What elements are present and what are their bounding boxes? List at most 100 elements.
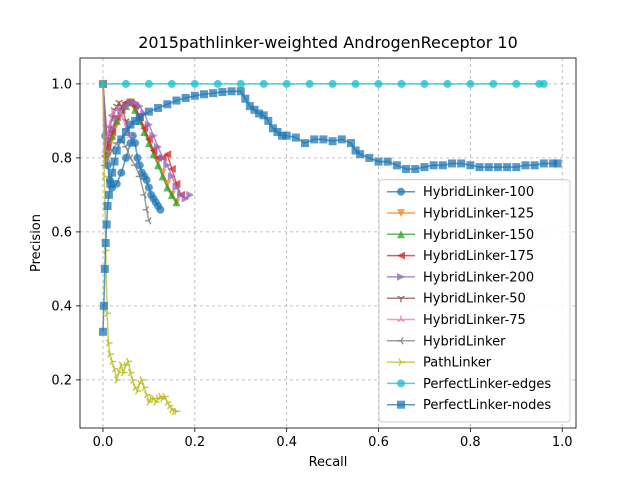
legend-label: PathLinker: [423, 356, 492, 371]
data-point: [420, 79, 429, 88]
data-point: [319, 135, 328, 144]
x-tick-label: 0.2: [184, 435, 205, 450]
data-point: [365, 153, 374, 162]
data-point: [278, 131, 287, 140]
data-point: [236, 87, 245, 96]
data-point: [142, 176, 151, 185]
data-point: [457, 159, 466, 168]
data-point: [493, 163, 502, 172]
legend-item: HybridLinker-75: [387, 313, 526, 328]
data-point: [209, 89, 218, 98]
data-point: [117, 109, 126, 117]
data-point: [241, 94, 250, 103]
data-point: [102, 220, 111, 229]
data-point: [163, 183, 172, 192]
data-point: [144, 120, 153, 129]
data-point: [126, 154, 134, 162]
data-point: [130, 376, 137, 384]
data-point: [429, 161, 438, 170]
series-perfectlinker-nodes: [98, 87, 562, 336]
data-point: [383, 157, 392, 166]
x-tick-label: 0.4: [276, 435, 297, 450]
data-point: [553, 159, 562, 168]
data-point: [135, 102, 144, 111]
data-point: [167, 190, 176, 199]
data-point: [282, 79, 291, 88]
data-point: [126, 120, 135, 129]
legend-item: HybridLinker: [387, 334, 506, 349]
data-point: [173, 407, 181, 416]
data-point: [282, 131, 291, 140]
legend-swatch-marker: [397, 251, 405, 260]
data-point: [149, 131, 158, 140]
data-point: [117, 103, 126, 111]
data-point: [346, 139, 355, 148]
data-point: [112, 105, 121, 113]
data-point: [374, 157, 383, 166]
legend-label: HybridLinker-50: [423, 292, 526, 307]
data-point: [273, 128, 282, 136]
data-point: [530, 161, 539, 170]
x-axis-label: Recall: [309, 455, 348, 470]
axis-ticks: 0.0 0.2 0.4 0.6 0.8 1.0 0.2 0.4 0.6 0.8 1.0: [51, 77, 572, 450]
y-axis-label: Precision: [29, 214, 44, 272]
data-point: [549, 159, 558, 168]
axes-frame: [79, 57, 577, 429]
legend-swatch-marker: [397, 336, 404, 345]
legend-label: PerfectLinker-edges: [423, 377, 551, 392]
data-point: [521, 161, 530, 170]
data-point: [150, 394, 158, 403]
legend-swatch-marker: [397, 187, 405, 196]
data-point: [166, 401, 174, 410]
data-point: [131, 161, 138, 170]
data-point: [117, 168, 126, 177]
data-point: [466, 79, 475, 88]
data-point: [489, 79, 498, 88]
y-tick-label: 1.0: [51, 77, 72, 92]
data-point: [356, 150, 365, 159]
legend-swatch-marker: [397, 209, 405, 217]
data-point: [158, 172, 167, 181]
data-point: [135, 172, 143, 181]
data-point: [236, 79, 245, 88]
data-point: [106, 179, 115, 188]
data-point: [101, 239, 110, 247]
legend-swatch-marker: [397, 400, 405, 409]
data-point: [142, 205, 150, 214]
legend-label: PerfectLinker-nodes: [423, 398, 551, 413]
legend-item: HybridLinker-150: [387, 228, 534, 243]
data-point: [200, 90, 208, 99]
data-point: [245, 102, 254, 111]
data-point: [259, 111, 268, 120]
data-point: [103, 202, 112, 210]
data-point: [121, 153, 130, 162]
data-point: [144, 183, 153, 192]
data-point: [144, 216, 152, 225]
data-point: [100, 264, 109, 273]
data-point: [140, 191, 147, 199]
legend-item: HybridLinker-125: [387, 207, 534, 222]
data-point: [172, 179, 181, 188]
data-point: [167, 79, 176, 88]
data-point: [146, 398, 153, 406]
data-point: [154, 142, 163, 151]
legend-swatch-marker: [397, 230, 405, 239]
data-point: [149, 150, 158, 159]
data-point: [259, 79, 268, 88]
data-point: [127, 368, 135, 377]
data-point: [438, 161, 447, 170]
data-point: [101, 172, 109, 181]
data-point: [99, 301, 108, 310]
data-point: [411, 165, 420, 173]
data-point: [305, 79, 314, 88]
y-tick-label: 0.8: [51, 151, 72, 166]
data-point: [213, 79, 222, 88]
data-point: [163, 161, 172, 170]
data-point: [118, 361, 126, 369]
legend-item: HybridLinker-175: [387, 249, 534, 264]
data-point: [154, 103, 163, 112]
data-point: [104, 190, 113, 199]
data-point: [112, 179, 121, 188]
data-point: [172, 198, 181, 207]
data-point: [154, 161, 163, 170]
